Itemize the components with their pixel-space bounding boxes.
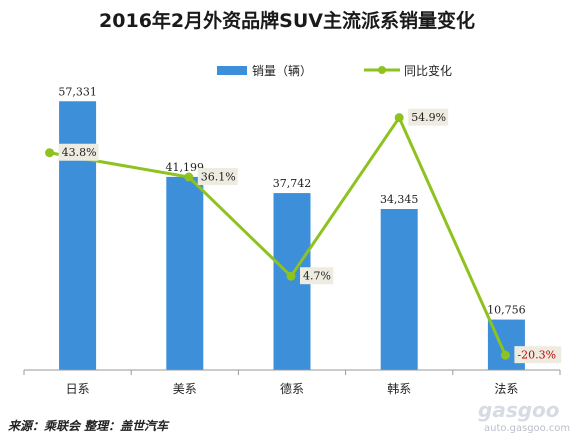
bar-value-label: 57,331 bbox=[58, 85, 97, 98]
trend-point bbox=[45, 148, 55, 158]
x-tick-label: 美系 bbox=[173, 382, 197, 396]
trend-label-box bbox=[408, 108, 449, 126]
trend-value-label: 54.9% bbox=[411, 111, 446, 124]
chart-title: 2016年2月外资品牌SUV主流派系销量变化 bbox=[99, 10, 475, 32]
watermark-url: auto.gasgoo.com bbox=[484, 423, 571, 434]
trend-label-box bbox=[300, 267, 334, 285]
trend-label-box bbox=[197, 168, 238, 186]
legend-line-marker bbox=[378, 66, 386, 74]
trend-point bbox=[500, 350, 510, 360]
x-tick-label: 日系 bbox=[66, 382, 90, 396]
bar-value-label: 34,345 bbox=[380, 193, 419, 206]
bar bbox=[380, 209, 418, 370]
bar-value-label: 37,742 bbox=[273, 177, 312, 190]
trend-line: 43.8% 36.1% 4.7% 54.9% -20.3% bbox=[45, 108, 562, 364]
bar bbox=[166, 176, 204, 370]
trend-value-label: -20.3% bbox=[517, 349, 556, 362]
trend-label-box bbox=[514, 346, 562, 364]
source-note: 来源：乘联会 整理：盖世汽车 bbox=[8, 419, 169, 433]
trend-label-box bbox=[58, 143, 99, 161]
bar bbox=[59, 101, 97, 371]
trend-point bbox=[286, 271, 296, 281]
bar-value-label: 41,199 bbox=[166, 161, 205, 174]
x-axis: 日系 美系 德系 韩系 法系 bbox=[23, 369, 561, 396]
trend-point bbox=[394, 113, 404, 123]
trend-value-label: 36.1% bbox=[201, 171, 236, 184]
watermark-logo: gasgoo bbox=[478, 398, 560, 422]
trend-point bbox=[184, 172, 194, 182]
bars: 57,331 41,199 37,742 34,345 10,756 bbox=[58, 85, 526, 371]
bar-value-label: 10,756 bbox=[487, 304, 526, 317]
x-tick-label: 韩系 bbox=[387, 381, 411, 396]
legend-bar-label: 销量（辆） bbox=[252, 64, 312, 78]
legend: 销量（辆） 同比变化 bbox=[217, 63, 452, 78]
legend-line-label: 同比变化 bbox=[404, 63, 452, 78]
legend-bar-swatch bbox=[217, 66, 247, 75]
x-tick-label: 德系 bbox=[280, 381, 304, 396]
trend-value-label: 43.8% bbox=[62, 146, 97, 159]
x-tick-label: 法系 bbox=[494, 382, 518, 396]
trend-value-label: 4.7% bbox=[303, 270, 331, 283]
